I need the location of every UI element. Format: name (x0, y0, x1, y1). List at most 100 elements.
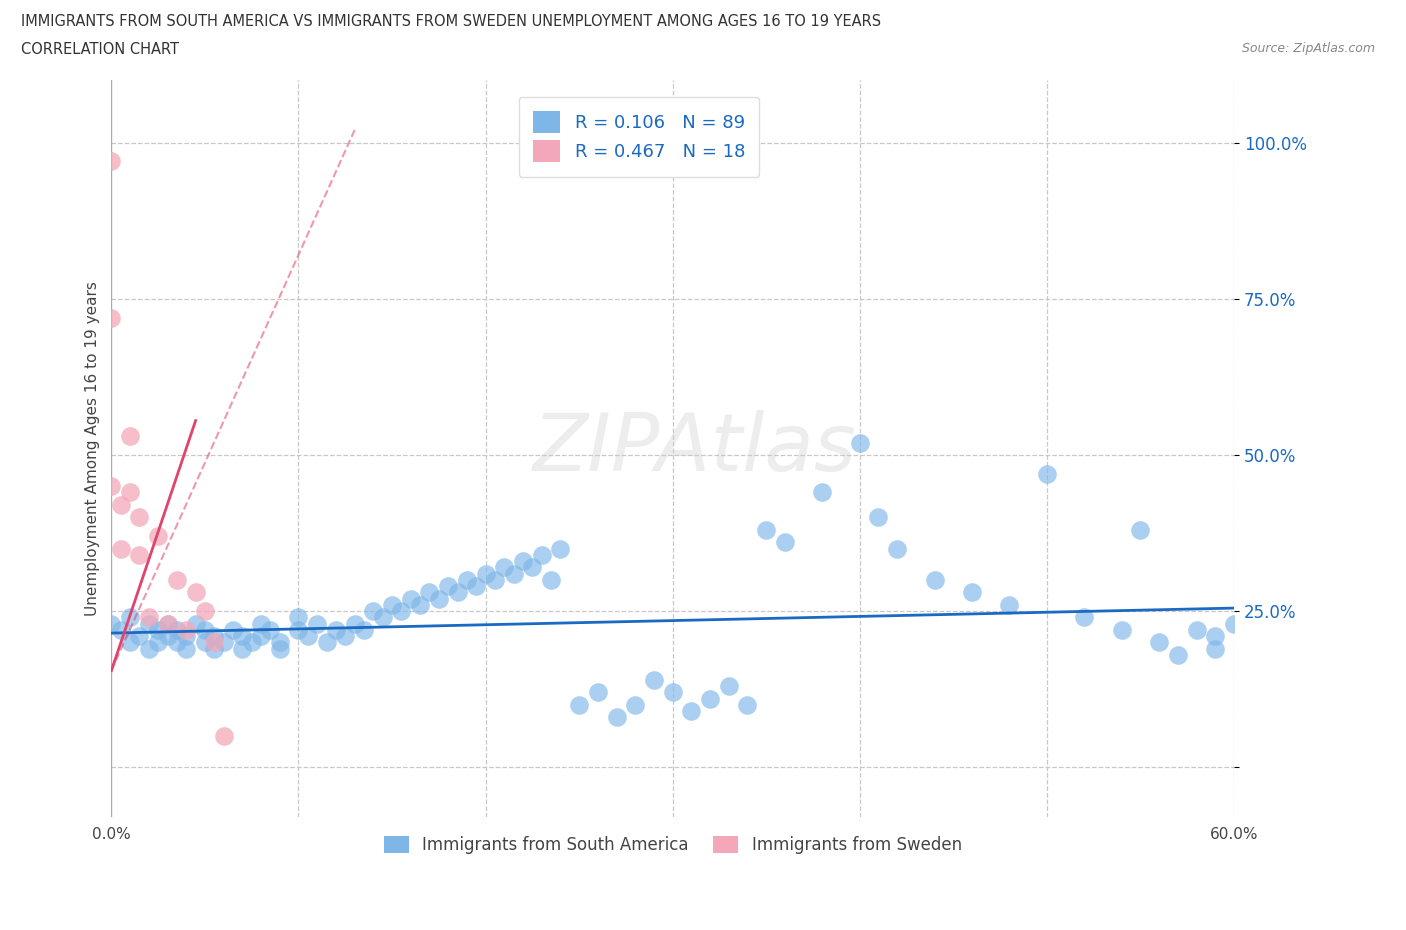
Y-axis label: Unemployment Among Ages 16 to 19 years: Unemployment Among Ages 16 to 19 years (86, 281, 100, 617)
Point (174, 642, 197, 657)
Point (110, 498, 132, 512)
Point (773, 535, 796, 550)
Point (1185, 622, 1208, 637)
Point (335, 629, 357, 644)
Point (202, 635, 225, 650)
Point (550, 541, 572, 556)
Point (222, 622, 245, 637)
Point (156, 617, 179, 631)
Text: Source: ZipAtlas.com: Source: ZipAtlas.com (1241, 42, 1375, 55)
Point (138, 610, 160, 625)
Point (315, 635, 337, 650)
Point (568, 698, 591, 712)
Point (100, 479, 122, 494)
Point (100, 310, 122, 325)
Point (100, 153, 122, 168)
Point (166, 573, 188, 588)
Point (381, 597, 404, 612)
Point (484, 573, 506, 588)
Point (156, 617, 179, 631)
Point (371, 610, 394, 625)
Point (1204, 642, 1226, 657)
Point (494, 560, 516, 575)
Point (148, 635, 170, 650)
Point (418, 585, 440, 600)
Legend: Immigrants from South America, Immigrants from Sweden: Immigrants from South America, Immigrant… (377, 830, 969, 860)
Point (110, 622, 132, 637)
Point (886, 541, 908, 556)
Point (540, 573, 562, 588)
Point (120, 429, 142, 444)
Point (1073, 610, 1095, 625)
Point (287, 622, 309, 637)
Point (399, 591, 422, 606)
Point (465, 578, 488, 593)
Point (194, 604, 217, 618)
Point (474, 566, 496, 581)
Point (148, 622, 170, 637)
Point (661, 685, 683, 700)
Point (1167, 647, 1189, 662)
Point (138, 617, 160, 631)
Point (848, 435, 870, 450)
Point (138, 642, 160, 657)
Point (755, 523, 778, 538)
Point (120, 635, 142, 650)
Point (512, 553, 534, 568)
Point (1204, 629, 1226, 644)
Point (174, 622, 197, 637)
Point (1147, 635, 1170, 650)
Point (389, 604, 412, 618)
Point (240, 635, 263, 650)
Point (868, 510, 890, 525)
Point (1223, 617, 1246, 631)
Text: ZIPAtlas: ZIPAtlas (533, 410, 858, 487)
Point (522, 560, 544, 575)
Point (325, 622, 347, 637)
Point (502, 566, 524, 581)
Point (1129, 523, 1152, 538)
Point (1111, 622, 1133, 637)
Point (624, 698, 647, 712)
Point (530, 548, 553, 563)
Point (737, 698, 759, 712)
Point (606, 710, 628, 724)
Point (184, 617, 207, 631)
Point (269, 642, 291, 657)
Point (437, 578, 460, 593)
Point (120, 485, 142, 500)
Point (174, 629, 197, 644)
Point (120, 610, 142, 625)
Point (456, 573, 478, 588)
Point (998, 597, 1021, 612)
Point (128, 510, 150, 525)
Point (643, 672, 665, 687)
Point (586, 685, 609, 700)
Point (427, 591, 450, 606)
Point (269, 635, 291, 650)
Point (307, 617, 329, 631)
Point (148, 529, 170, 544)
Point (212, 729, 235, 744)
Point (156, 629, 179, 644)
Point (194, 622, 217, 637)
Point (110, 541, 132, 556)
Point (717, 679, 740, 694)
Point (259, 622, 281, 637)
Point (128, 548, 150, 563)
Point (202, 629, 225, 644)
Point (100, 617, 122, 631)
Text: IMMIGRANTS FROM SOUTH AMERICA VS IMMIGRANTS FROM SWEDEN UNEMPLOYMENT AMONG AGES : IMMIGRANTS FROM SOUTH AMERICA VS IMMIGRA… (21, 14, 882, 29)
Point (353, 622, 375, 637)
Point (924, 573, 946, 588)
Point (681, 704, 703, 719)
Point (250, 617, 273, 631)
Point (166, 635, 188, 650)
Point (287, 610, 309, 625)
Point (250, 629, 273, 644)
Point (297, 629, 319, 644)
Point (166, 622, 188, 637)
Point (960, 585, 983, 600)
Point (811, 485, 834, 500)
Text: CORRELATION CHART: CORRELATION CHART (21, 42, 179, 57)
